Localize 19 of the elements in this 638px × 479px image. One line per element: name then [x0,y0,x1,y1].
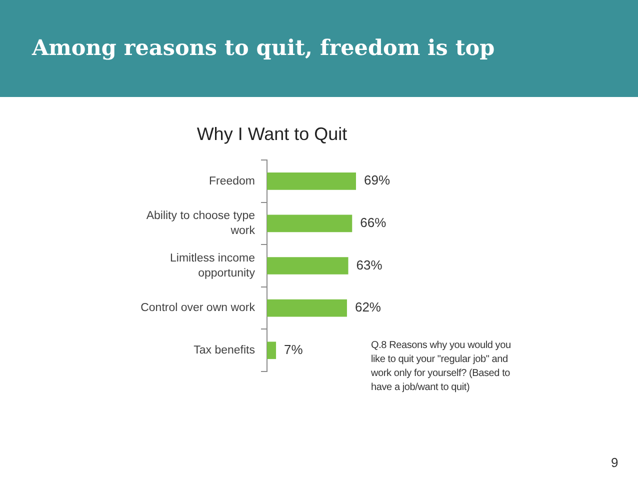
bar [267,172,356,190]
text: Q.8 Reasons why you would you like to quit your "regular job" and work only for yourself? (Based to have a job/want to quit) [371,339,511,395]
bar [267,214,352,232]
text: 9 [611,455,618,470]
y-tick-label: Limitless income opportunity [170,252,256,280]
y-tick-label: Freedom [208,175,255,188]
data-label: 63% [356,257,383,272]
y-tick-label: Ability to choose type work [146,210,256,238]
chart-title: Among reasons to quit, freedom is top [32,36,495,61]
y-tick-label: Control over own work [140,302,256,314]
bar [267,257,348,274]
data-label: 66% [360,215,387,230]
data-label: 62% [354,300,382,315]
data-label: 69% [364,172,390,188]
data-label: 7% [284,342,304,357]
bar [267,342,276,360]
chart-subtitle: Why I Want to Quit [196,124,348,145]
bar [267,299,347,317]
y-tick-label: Tax benefits [194,344,256,357]
